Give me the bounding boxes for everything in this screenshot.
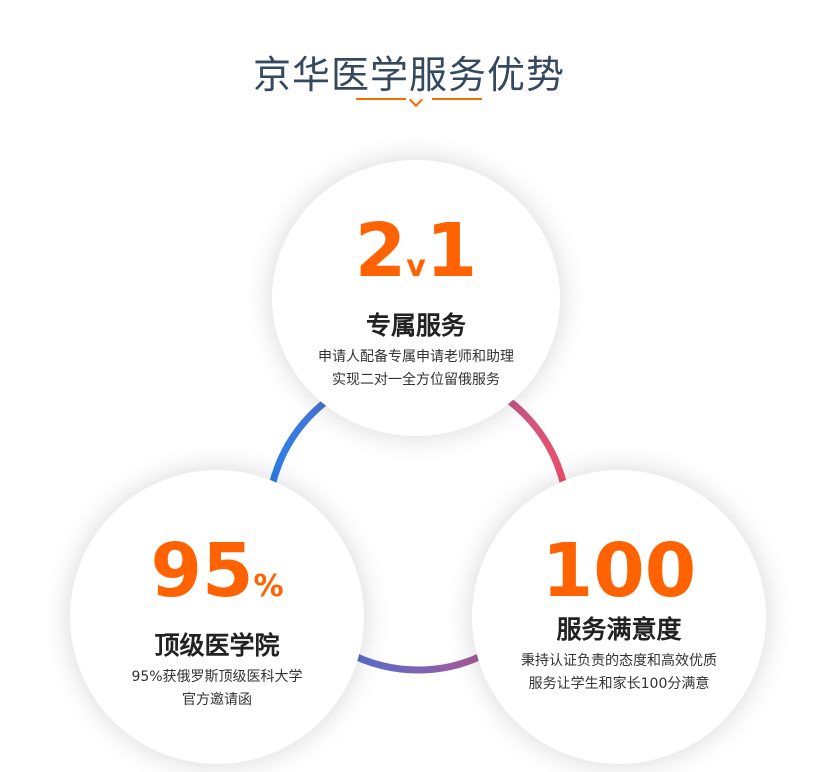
title-divider-right (432, 98, 482, 100)
card-dedicated-service: 2v1 专属服务 申请人配备专属申请老师和助理 实现二对一全方位留俄服务 (272, 160, 560, 436)
card-heading: 顶级医学院 (154, 631, 280, 660)
card-description: 申请人配备专属申请老师和助理 实现二对一全方位留俄服务 (318, 349, 514, 388)
card-description: 秉持认证负责的态度和高效优质 服务让学生和家长100分满意 (521, 653, 717, 692)
card-heading: 服务满意度 (556, 615, 682, 644)
card-satisfaction: 100 服务满意度 秉持认证负责的态度和高效优质 服务让学生和家长100分满意 (472, 470, 766, 764)
card-number: 100 (541, 528, 697, 614)
card-number: 95% (150, 528, 284, 614)
card-top-medical-school: 95% 顶级医学院 95%获俄罗斯顶级医科大学 官方邀请函 (70, 470, 364, 764)
card-number: 2v1 (354, 208, 478, 294)
title-divider-left (356, 98, 406, 100)
card-heading: 专属服务 (365, 311, 466, 340)
card-description: 95%获俄罗斯顶级医科大学 官方邀请函 (131, 669, 303, 708)
section-title: 京华医学服务优势 (252, 53, 565, 97)
